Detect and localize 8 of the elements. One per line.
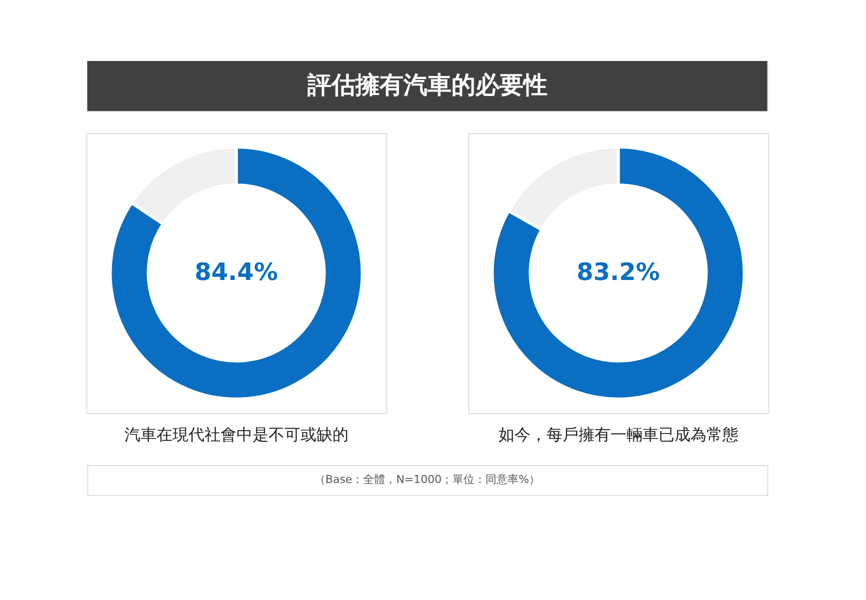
text: 如今，每戶擁有一輛車已成為常態	[498, 425, 738, 444]
data-label: 83.2%	[576, 258, 660, 286]
text: 汽車在現代社會中是不可或缺的	[124, 425, 348, 444]
donut-slice	[490, 146, 746, 400]
data-label: 84.4%	[194, 258, 278, 286]
text: 評估擁有汽車的必要性	[306, 71, 548, 99]
donut-slice	[108, 146, 364, 400]
text: （Base：全體，N=1000；單位：同意率%）	[314, 473, 540, 486]
